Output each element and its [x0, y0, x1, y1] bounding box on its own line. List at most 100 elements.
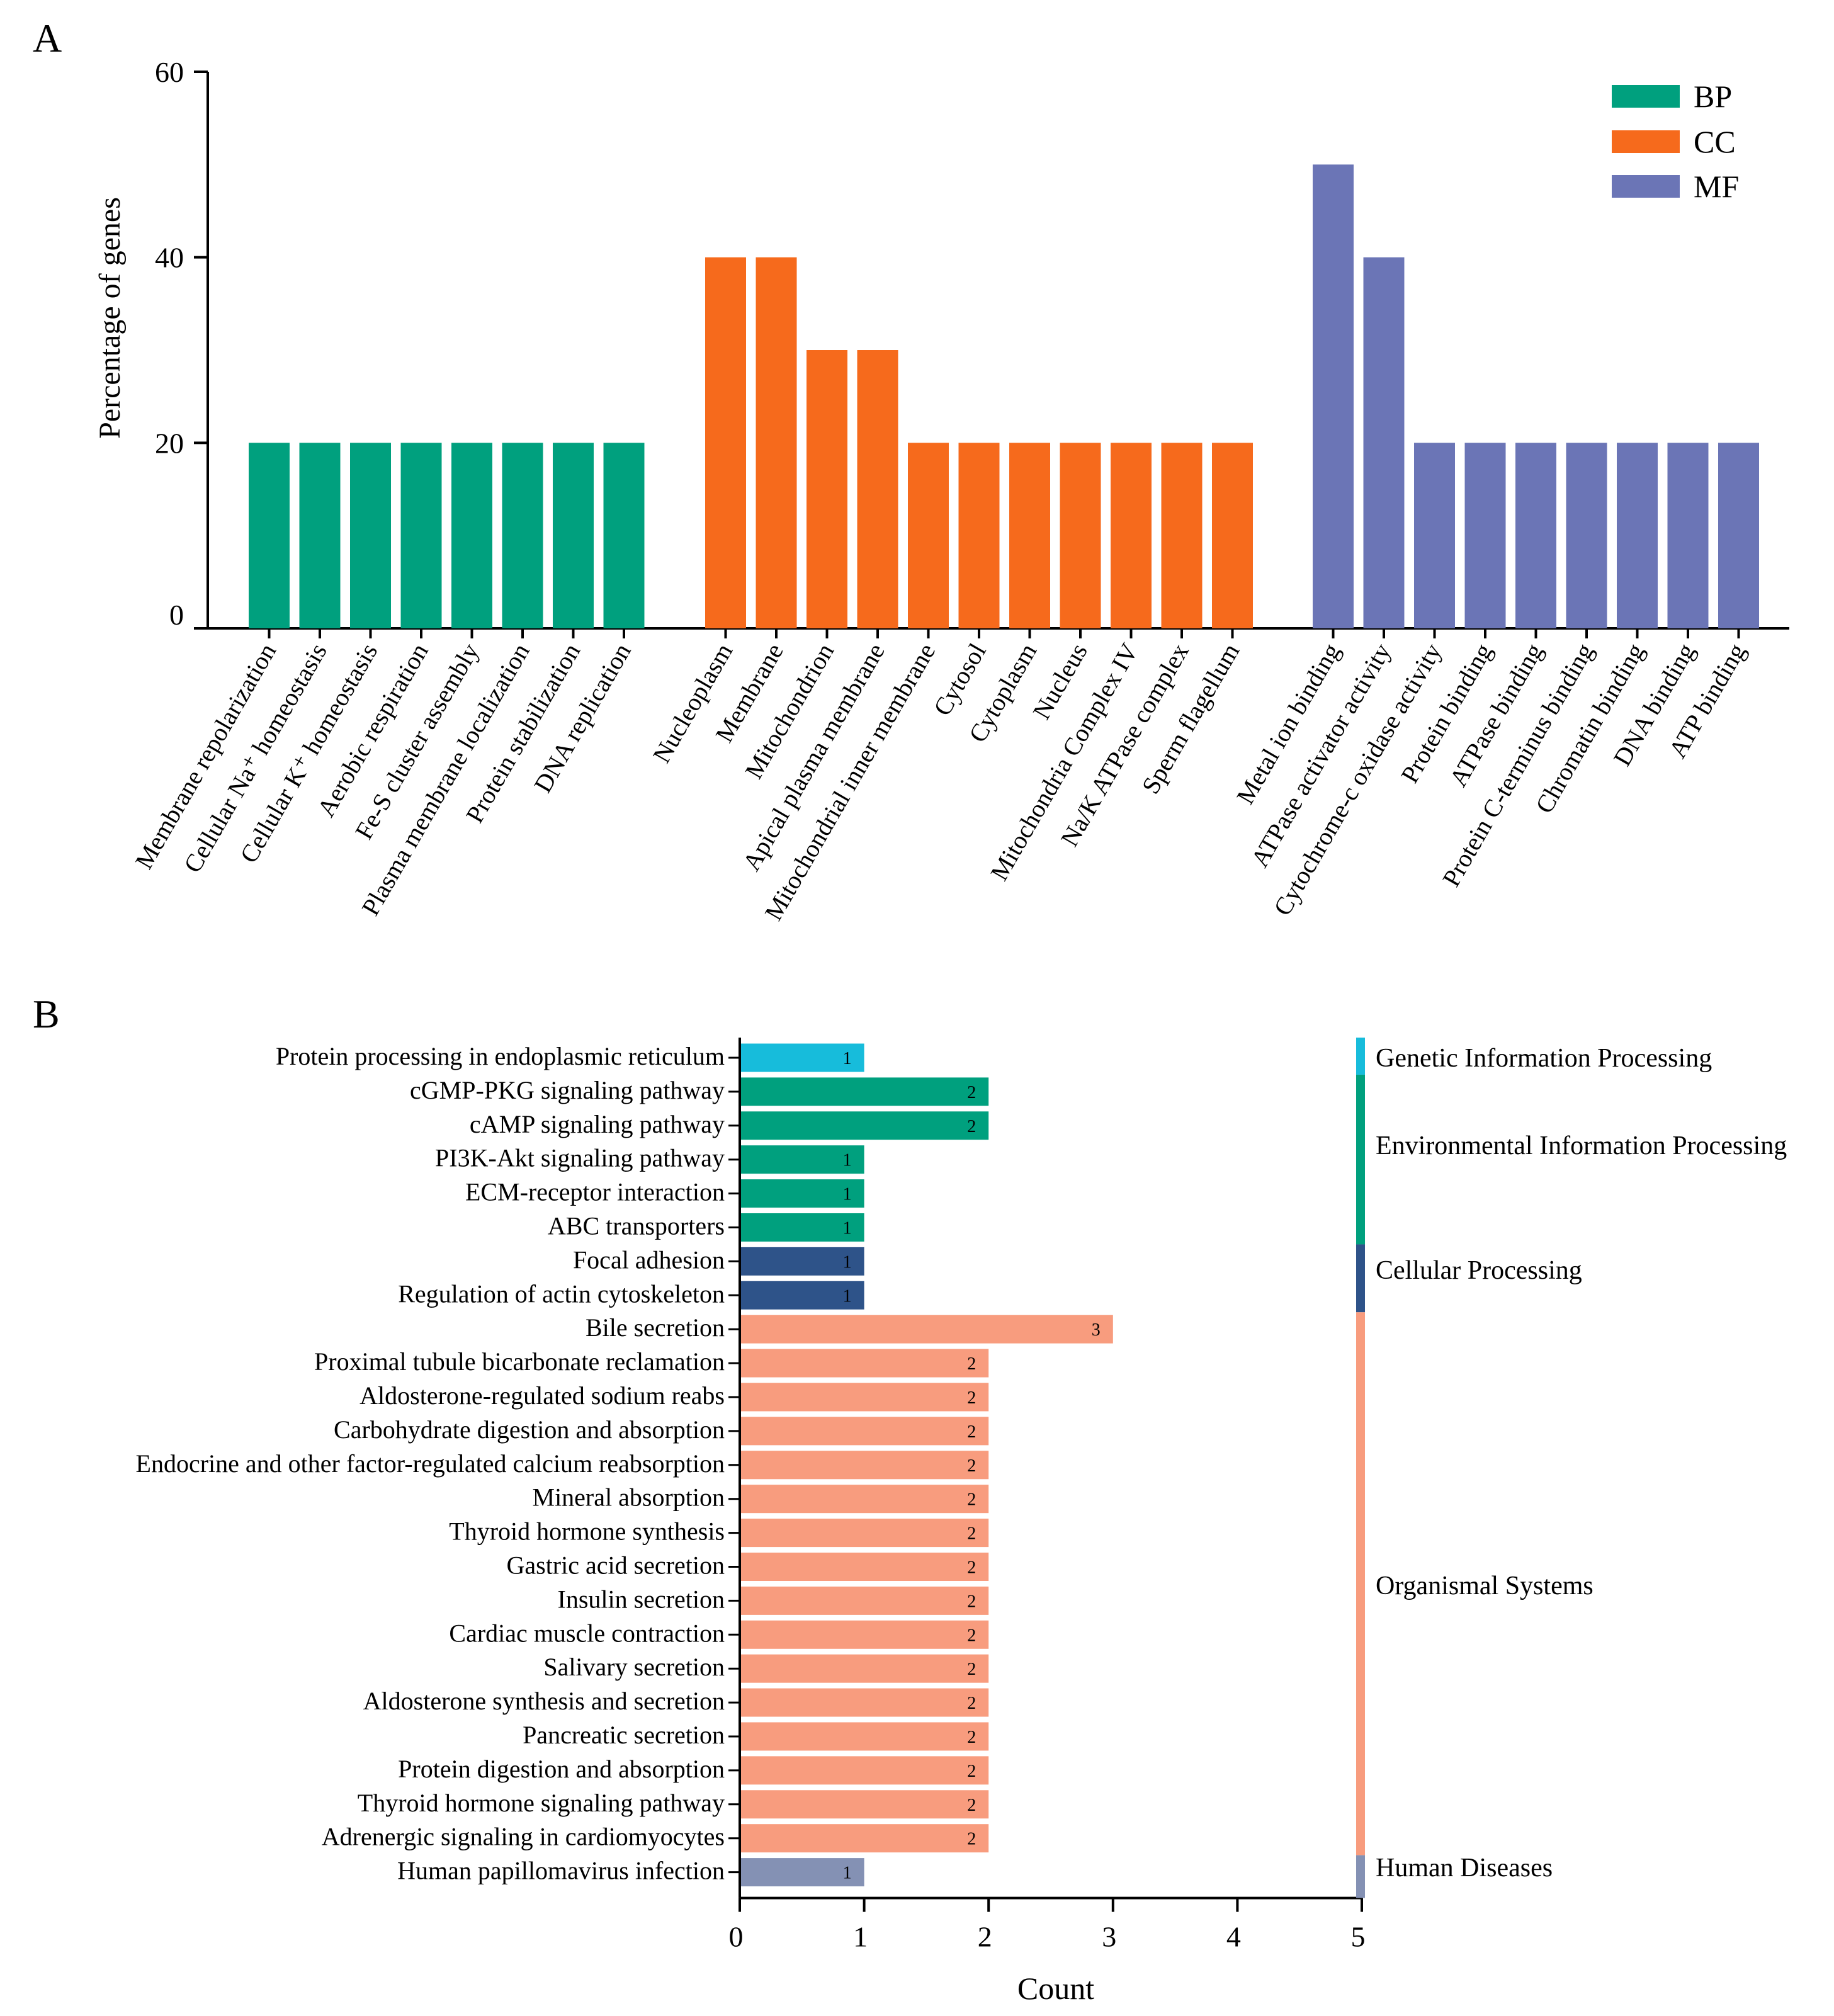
bar-a	[1111, 443, 1152, 628]
y-tick-label-b: ECM-receptor interaction	[465, 1178, 725, 1206]
bar-b	[740, 1281, 864, 1310]
bar-a	[1617, 443, 1658, 628]
category-strip-segment	[1356, 1074, 1365, 1245]
bar-a	[1414, 443, 1455, 628]
data-label-b: 2	[967, 1456, 976, 1476]
y-tick-label-a: 60	[155, 56, 184, 88]
data-label-b: 2	[967, 1354, 976, 1374]
legend-swatch	[1612, 130, 1680, 153]
bar-a	[1060, 443, 1101, 628]
y-tick-label-b: Focal adhesion	[573, 1245, 725, 1274]
y-tick-label-b: Bile secretion	[586, 1313, 725, 1342]
bar-b	[740, 1722, 989, 1751]
bar-a	[553, 443, 594, 628]
y-tick-label-b: Protein processing in endoplasmic reticu…	[276, 1042, 725, 1070]
data-label-b: 2	[967, 1694, 976, 1713]
data-label-b: 2	[967, 1083, 976, 1102]
bar-a	[756, 257, 797, 629]
data-label-b: 2	[967, 1592, 976, 1611]
bar-a	[603, 443, 645, 628]
bar-b	[740, 1790, 989, 1819]
bar-a	[1212, 443, 1253, 628]
bar-b	[740, 1145, 864, 1174]
y-tick-label-a: 0	[169, 599, 184, 631]
y-tick-label-a: 40	[155, 242, 184, 274]
x-tick-label-b: 5	[1351, 1921, 1366, 1953]
bar-a	[299, 443, 341, 628]
y-tick-label-b: Regulation of actin cytoskeleton	[398, 1279, 725, 1308]
y-tick-label-b: Human papillomavirus infection	[397, 1857, 725, 1885]
y-tick-label-b: Aldosterone synthesis and secretion	[363, 1687, 725, 1715]
legend-label: BP	[1694, 79, 1732, 114]
y-tick-label-b: Cardiac muscle contraction	[449, 1619, 725, 1647]
bar-a	[958, 443, 1000, 628]
bar-b	[740, 1553, 989, 1581]
y-tick-label-b: cAMP signaling pathway	[470, 1110, 725, 1138]
data-label-b: 2	[967, 1490, 976, 1510]
data-label-b: 1	[843, 1185, 852, 1204]
bar-b	[740, 1043, 864, 1072]
bar-b	[740, 1519, 989, 1548]
bar-a	[1718, 443, 1759, 628]
bar-b	[740, 1756, 989, 1785]
data-label-b: 1	[843, 1286, 852, 1306]
data-label-b: 2	[967, 1422, 976, 1442]
data-label-b: 2	[967, 1660, 976, 1679]
bar-b	[740, 1315, 1113, 1344]
y-tick-label-a: 20	[155, 427, 184, 459]
x-tick-label-a: Nucleoplasm	[647, 638, 739, 767]
y-tick-label-b: Pancreatic secretion	[523, 1721, 725, 1749]
data-label-b: 2	[967, 1117, 976, 1136]
bar-a	[249, 443, 290, 628]
bar-a	[1313, 164, 1354, 628]
y-axis-label-a: Percentage of genes	[93, 197, 127, 439]
y-tick-label-b: Salivary secretion	[543, 1653, 725, 1681]
y-tick-label-b: Proximal tubule bicarbonate reclamation	[314, 1347, 725, 1376]
category-strip-segment	[1356, 1244, 1365, 1313]
data-label-b: 2	[967, 1762, 976, 1781]
legend-swatch	[1612, 85, 1680, 108]
y-tick-label-b: Protein digestion and absorption	[398, 1755, 725, 1783]
bar-a	[1667, 443, 1709, 628]
x-tick-label-b: 3	[1102, 1921, 1116, 1953]
category-label: Human Diseases	[1376, 1854, 1553, 1883]
bar-b	[740, 1111, 989, 1140]
category-strip-segment	[1356, 1312, 1365, 1855]
bar-b	[740, 1620, 989, 1649]
y-tick-label-b: Insulin secretion	[558, 1585, 725, 1613]
bar-b	[740, 1824, 989, 1853]
y-tick-label-b: Adrenergic signaling in cardiomyocytes	[322, 1823, 725, 1851]
x-tick-label-b: 4	[1226, 1921, 1241, 1953]
data-label-b: 1	[843, 1049, 852, 1068]
x-tick-label-b: 0	[729, 1921, 744, 1953]
bar-a	[1464, 443, 1506, 628]
chart-b: Protein processing in endoplasmic reticu…	[136, 1038, 1787, 2006]
bar-b	[740, 1586, 989, 1615]
bar-b	[740, 1247, 864, 1276]
bar-a	[1566, 443, 1607, 628]
y-tick-label-b: Thyroid hormone synthesis	[449, 1517, 725, 1546]
bar-b	[740, 1451, 989, 1480]
bar-a	[908, 443, 949, 628]
bar-a	[400, 443, 442, 628]
bar-b	[740, 1688, 989, 1717]
bar-b	[740, 1179, 864, 1208]
bar-b	[740, 1349, 989, 1378]
panel-label-a: A	[33, 16, 62, 60]
data-label-b: 2	[967, 1796, 976, 1815]
category-label: Environmental Information Processing	[1376, 1131, 1787, 1160]
bar-b	[740, 1077, 989, 1106]
data-label-b: 2	[967, 1830, 976, 1849]
data-label-b: 2	[967, 1626, 976, 1645]
bar-b	[740, 1383, 989, 1412]
y-tick-label-b: ABC transporters	[548, 1212, 725, 1240]
panel-label-b: B	[33, 992, 60, 1036]
category-label: Organismal Systems	[1376, 1571, 1593, 1600]
y-tick-label-b: Endocrine and other factor-regulated cal…	[136, 1449, 725, 1478]
data-label-b: 2	[967, 1524, 976, 1544]
bar-a	[1161, 443, 1203, 628]
bar-a	[350, 443, 391, 628]
bar-a	[502, 443, 543, 628]
